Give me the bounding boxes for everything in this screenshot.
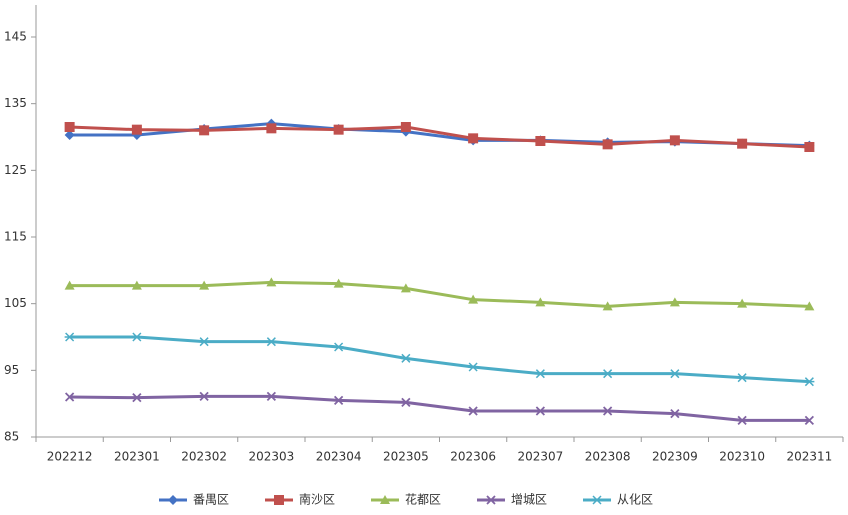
x-tick-label: 202212	[47, 450, 93, 464]
marker	[602, 301, 613, 311]
x-tick-label: 202302	[181, 450, 227, 464]
x-tick-label: 202308	[585, 450, 631, 464]
legend-label: 南沙区	[299, 492, 335, 507]
marker	[266, 391, 277, 401]
marker	[199, 125, 210, 136]
marker	[535, 406, 546, 416]
marker	[333, 395, 344, 405]
marker	[737, 373, 748, 383]
marker	[486, 495, 496, 505]
y-tick-label: 95	[4, 363, 19, 377]
marker	[64, 122, 75, 132]
marker	[266, 277, 277, 287]
marker	[737, 415, 747, 425]
legend-label: 从化区	[617, 493, 653, 507]
marker	[737, 138, 748, 149]
marker	[468, 294, 479, 304]
series-line	[69, 335, 810, 384]
x-tick-label: 202303	[248, 450, 294, 464]
marker	[468, 133, 479, 144]
y-tick-label: 135	[4, 96, 27, 110]
marker	[468, 362, 479, 372]
legend-label: 番禺区	[193, 493, 229, 507]
marker	[266, 123, 277, 134]
marker	[535, 136, 546, 146]
marker	[804, 415, 815, 425]
marker	[64, 280, 75, 290]
marker	[602, 406, 613, 416]
marker	[602, 369, 613, 379]
series-line	[69, 280, 810, 308]
x-tick-label: 202304	[316, 450, 362, 464]
marker	[804, 377, 815, 387]
y-tick-label: 105	[4, 296, 27, 310]
marker	[669, 369, 680, 379]
y-tick-label: 125	[4, 163, 27, 177]
x-tick-label: 202311	[786, 450, 832, 464]
marker	[400, 122, 411, 132]
legend-label: 花都区	[405, 492, 441, 507]
marker	[64, 130, 75, 140]
marker	[168, 495, 178, 505]
x-tick-label: 202301	[114, 450, 160, 464]
marker	[670, 409, 680, 419]
marker	[737, 298, 748, 308]
x-tick-label: 202310	[719, 450, 765, 464]
marker	[131, 280, 142, 290]
marker	[669, 135, 680, 146]
legend-label: 增城区	[511, 493, 547, 507]
marker	[266, 337, 277, 347]
series-line	[69, 394, 810, 422]
y-tick-label: 85	[4, 430, 19, 444]
marker	[669, 297, 680, 307]
marker	[199, 280, 210, 290]
x-tick-label: 202305	[383, 450, 429, 464]
marker	[199, 337, 210, 347]
marker	[400, 283, 411, 293]
marker	[131, 332, 142, 342]
marker	[602, 139, 613, 150]
marker	[535, 369, 546, 379]
marker	[468, 406, 478, 416]
marker	[64, 392, 75, 402]
marker	[804, 301, 815, 311]
marker	[592, 495, 602, 505]
marker	[333, 124, 344, 135]
marker	[131, 124, 142, 135]
marker	[535, 297, 546, 307]
series-line	[69, 125, 810, 149]
y-tick-label: 145	[4, 30, 27, 44]
x-tick-label: 202306	[450, 450, 496, 464]
marker	[64, 332, 75, 342]
marker	[400, 353, 411, 363]
marker	[380, 495, 390, 504]
y-tick-label: 115	[4, 230, 27, 244]
marker	[401, 397, 411, 407]
x-tick-label: 202309	[652, 450, 698, 464]
marker	[274, 495, 284, 505]
marker	[333, 278, 344, 288]
x-tick-label: 202307	[517, 450, 563, 464]
marker	[333, 342, 344, 352]
marker	[804, 142, 815, 152]
marker	[132, 393, 142, 403]
marker	[199, 391, 209, 401]
